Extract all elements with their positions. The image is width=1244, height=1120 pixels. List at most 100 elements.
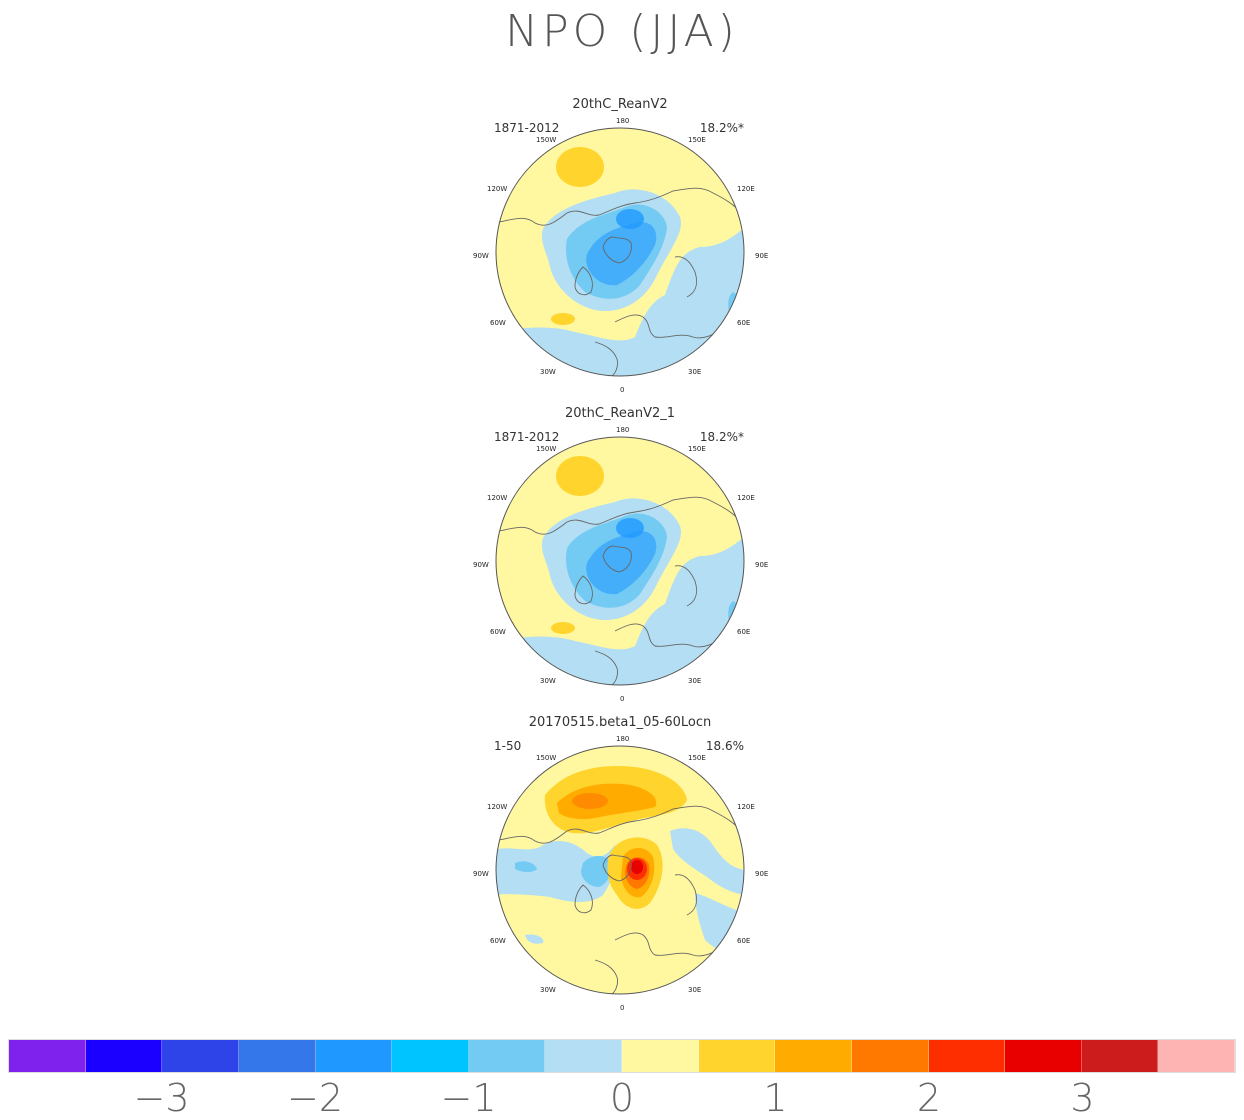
lon-label-90w: 90W bbox=[473, 252, 489, 260]
lon-label-120e: 120E bbox=[737, 185, 755, 193]
lon-label-150w: 150W bbox=[536, 445, 557, 453]
lon-label-150e: 150E bbox=[688, 136, 706, 144]
lon-label-180: 180 bbox=[616, 426, 630, 434]
panel-variance: 18.2%* bbox=[699, 121, 744, 135]
lon-label-150e: 150E bbox=[688, 445, 706, 453]
colorbar-swatch bbox=[392, 1040, 469, 1072]
lon-label-60e: 60E bbox=[737, 937, 751, 945]
lon-label-30w: 30W bbox=[540, 677, 556, 685]
anomaly-negative-region bbox=[496, 841, 617, 902]
panel-title: 20thC_ReanV2_1 bbox=[564, 406, 676, 421]
colorbar-tick-label: 2 bbox=[916, 1076, 942, 1120]
panel-period: 1871-2012 bbox=[494, 121, 560, 135]
anomaly-positive-region bbox=[551, 622, 575, 634]
lon-label-120e: 120E bbox=[737, 803, 755, 811]
coastline bbox=[498, 496, 744, 535]
coastline bbox=[674, 256, 698, 298]
lon-label-90e: 90E bbox=[755, 252, 769, 260]
panel-variance: 18.6% bbox=[705, 739, 744, 753]
lon-label-30e: 30E bbox=[688, 677, 702, 685]
coastline bbox=[674, 874, 698, 916]
coastline bbox=[594, 341, 618, 376]
anomaly-positive-core bbox=[631, 860, 643, 874]
coastline bbox=[574, 266, 593, 296]
lon-label-60e: 60E bbox=[737, 628, 751, 636]
colorbar-swatch bbox=[85, 1040, 163, 1072]
coastline bbox=[574, 884, 593, 914]
colorbar-swatch bbox=[1081, 1040, 1159, 1072]
lon-label-60w: 60W bbox=[490, 628, 506, 636]
lon-label-150w: 150W bbox=[536, 754, 557, 762]
colorbar-swatch bbox=[545, 1040, 622, 1072]
lon-label-30w: 30W bbox=[540, 368, 556, 376]
coastline bbox=[574, 575, 593, 605]
anomaly-negative-region bbox=[496, 536, 744, 685]
lon-label-30e: 30E bbox=[688, 986, 702, 994]
lon-label-120w: 120W bbox=[487, 494, 508, 502]
colorbar-swatch bbox=[1158, 1040, 1235, 1072]
lon-label-90w: 90W bbox=[473, 870, 489, 878]
colorbar-swatch bbox=[1005, 1040, 1082, 1072]
coastline bbox=[602, 854, 632, 882]
lon-label-150e: 150E bbox=[688, 754, 706, 762]
lon-label-90e: 90E bbox=[755, 870, 769, 878]
colorbar-swatch bbox=[698, 1040, 776, 1072]
map-panel-3: 20170515.beta1_05-60Locn 1-50 18.6% 180 … bbox=[470, 715, 770, 1015]
colorbar-tick-label: 3 bbox=[1070, 1076, 1095, 1120]
lon-label-60w: 60W bbox=[490, 937, 506, 945]
lon-label-90e: 90E bbox=[755, 561, 769, 569]
anomaly-positive-region bbox=[572, 793, 608, 809]
colorbar-tick-label: 0 bbox=[609, 1076, 635, 1120]
coastline bbox=[498, 187, 744, 226]
coastline bbox=[594, 959, 618, 994]
map-boundary bbox=[495, 436, 745, 686]
lon-label-180: 180 bbox=[616, 735, 630, 743]
lon-label-120e: 120E bbox=[737, 494, 755, 502]
coastline bbox=[602, 545, 632, 573]
anomaly-negative-region bbox=[515, 861, 537, 872]
lon-label-0: 0 bbox=[620, 1004, 625, 1012]
lon-label-90w: 90W bbox=[473, 561, 489, 569]
anomaly-positive-region bbox=[556, 456, 604, 496]
panel-variance: 18.2%* bbox=[699, 430, 744, 444]
anomaly-negative-core bbox=[616, 518, 644, 538]
colorbar-swatch bbox=[238, 1040, 316, 1072]
anomaly-negative-region bbox=[586, 222, 657, 286]
colorbar-swatch bbox=[468, 1040, 546, 1072]
coastline bbox=[498, 805, 744, 844]
map-boundary bbox=[495, 745, 745, 995]
lon-label-0: 0 bbox=[620, 386, 625, 394]
colorbar-tick-label: −1 bbox=[440, 1076, 497, 1120]
lon-label-150w: 150W bbox=[536, 136, 557, 144]
anomaly-negative-region bbox=[525, 934, 544, 944]
colorbar-swatch bbox=[928, 1040, 1006, 1072]
coastline bbox=[602, 236, 632, 264]
coastline bbox=[674, 565, 698, 607]
colorbar bbox=[8, 1039, 1236, 1073]
colorbar-swatch bbox=[775, 1040, 852, 1072]
map-panel-1: 20thC_ReanV2 1871-2012 18.2%* 180 150W 1… bbox=[470, 97, 770, 397]
map-panel-2: 20thC_ReanV2_1 1871-2012 18.2%* 180 150W… bbox=[470, 406, 770, 706]
lon-label-180: 180 bbox=[616, 117, 630, 125]
colorbar-tick-label: 1 bbox=[763, 1076, 788, 1120]
lon-label-0: 0 bbox=[620, 695, 625, 703]
map-boundary bbox=[495, 127, 745, 377]
colorbar-swatch bbox=[851, 1040, 929, 1072]
anomaly-positive-region bbox=[551, 313, 575, 325]
colorbar-swatch bbox=[9, 1040, 86, 1072]
polar-map bbox=[495, 745, 745, 995]
polar-map bbox=[495, 436, 745, 686]
anomaly-positive-region bbox=[556, 147, 604, 187]
colorbar-tick-label: −2 bbox=[286, 1076, 344, 1120]
lon-label-30w: 30W bbox=[540, 986, 556, 994]
panel-title: 20170515.beta1_05-60Locn bbox=[528, 715, 712, 730]
panel-title: 20thC_ReanV2 bbox=[572, 97, 668, 112]
anomaly-negative-region bbox=[670, 828, 744, 895]
lon-label-120w: 120W bbox=[487, 803, 508, 811]
anomaly-negative-core bbox=[616, 209, 644, 229]
figure-title: NPO (JJA) bbox=[505, 6, 739, 57]
lon-label-60e: 60E bbox=[737, 319, 751, 327]
anomaly-negative-region bbox=[496, 227, 744, 376]
panel-period: 1-50 bbox=[494, 739, 522, 753]
colorbar-swatch bbox=[315, 1040, 393, 1072]
